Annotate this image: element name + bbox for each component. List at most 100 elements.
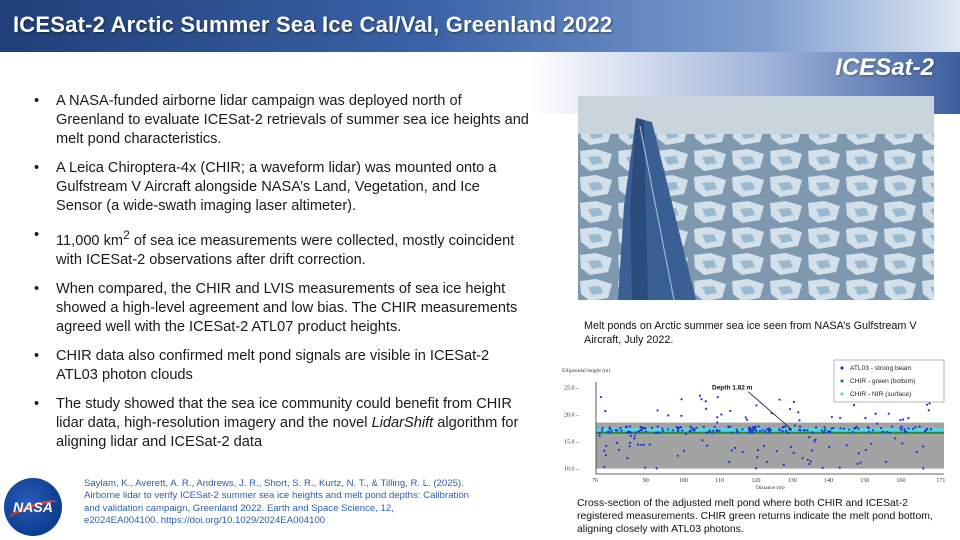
legend-marker [840,392,844,396]
x-tick-label: 90 [643,478,649,484]
atl03-photon-point [704,400,707,403]
superscript: 2 [123,228,130,242]
atl03-photon-point [658,431,661,434]
atl03-photon-point [624,426,628,429]
atl03-photon-point [716,430,719,433]
atl03-photon-point [754,425,757,428]
atl03-photon-point [641,427,645,430]
atl03-photon-point [628,441,632,444]
atl03-photon-point [615,441,619,444]
atl03-photon-point [677,429,680,433]
atl03-photon-point [728,460,731,464]
atl03-photon-point [748,431,752,434]
atl03-photon-point [918,425,921,428]
atl03-photon-point [852,404,856,407]
atl03-photon-point [842,427,846,430]
atl03-photon-point [859,461,862,464]
atl03-photon-point [619,426,622,430]
atl03-photon-point [798,428,801,431]
atl03-photon-point [756,456,759,459]
atl03-photon-point [782,463,785,466]
y-axis-label: Ellipsoidal height (m) [562,367,610,374]
atl03-photon-point [792,451,795,454]
atl03-photon-point [656,409,659,412]
atl03-photon-point [757,425,760,428]
atl03-photon-point [925,403,929,406]
atl03-photon-point [628,425,632,428]
icesat-logo: ICESat-2 [835,54,934,81]
bullet-dot-icon: • [34,280,40,297]
atl03-photon-point [667,414,670,417]
atl03-photon-point [787,431,790,434]
atl03-photon-point [704,407,708,411]
atl03-photon-point [608,431,611,434]
atl03-photon-point [792,400,795,403]
atl03-photon-point [864,448,867,452]
atl03-photon-point [775,450,778,453]
atl03-photon-point [929,428,933,431]
atl03-photon-point [801,457,804,460]
atl03-photon-point [814,438,817,441]
atl03-photon-point [642,443,646,446]
x-tick-label: 160 [897,478,906,484]
depth-annotation: Depth 1.82 m [712,385,753,392]
atl03-photon-point [640,429,643,432]
atl03-photon-point [914,426,917,429]
atl03-photon-point [716,421,719,424]
atl03-photon-point [711,431,714,434]
atl03-photon-point [867,427,870,430]
legend-label: ATL03 - strong beam [850,365,912,372]
atl03-photon-point [808,435,811,439]
atl03-photon-point [901,442,904,445]
atl03-photon-point [628,430,631,434]
atl03-photon-point [599,396,602,399]
bullet-text: of sea ice measurements were collected, … [56,232,515,268]
x-tick-label: 150 [860,478,869,484]
atl03-photon-point [789,445,793,449]
atl03-photon-point [810,449,813,452]
atl03-photon-point [676,454,679,457]
atl03-photon-point [839,427,842,430]
atl03-photon-point [753,428,757,431]
atl03-photon-point [928,402,931,405]
atl03-photon-point [907,417,910,420]
atl03-photon-point [745,418,749,421]
atl03-photon-point [751,426,755,429]
atl03-photon-point [698,394,702,397]
legend-marker [840,366,844,370]
atl03-photon-point [881,430,884,433]
atl03-photon-point [735,428,738,431]
atl03-photon-point [798,419,801,422]
x-axis-label: Distance (m) [756,484,785,491]
atl03-photon-point [655,467,658,470]
atl03-photon-point [872,429,875,432]
y-tick-label: 25.0 – [564,385,580,391]
atl03-photon-point [644,430,648,433]
atl03-photon-point [741,428,744,431]
atl03-photon-point [870,442,873,445]
x-tick-label: 130 [788,478,797,484]
sea-ice-photo-art [578,96,934,300]
atl03-photon-point [744,416,747,419]
atl03-photon-point [701,439,704,442]
x-tick-label: 76 [592,478,598,484]
atl03-photon-point [755,404,758,407]
atl03-photon-point [900,429,903,432]
atl03-photon-point [700,398,703,401]
bullet-text: 11,000 km [56,232,124,249]
atl03-photon-point [798,425,802,428]
atl03-photon-point [675,426,678,429]
atl03-photon-point [784,425,787,428]
atl03-photon-point [608,426,611,429]
atl03-photon-point [867,430,871,434]
legend-label: CHIR - NIR (surface) [850,391,911,398]
atl03-photon-point [926,427,929,431]
photo-caption: Melt ponds on Arctic summer sea ice seen… [584,320,917,346]
atl03-photon-point [763,444,766,448]
atl03-photon-point [880,426,883,430]
atl03-photon-point [838,466,841,469]
atl03-photon-point [752,428,755,432]
annotation-arrow [747,391,793,430]
atl03-photon-point [633,434,636,437]
atl03-photon-point [778,398,781,401]
